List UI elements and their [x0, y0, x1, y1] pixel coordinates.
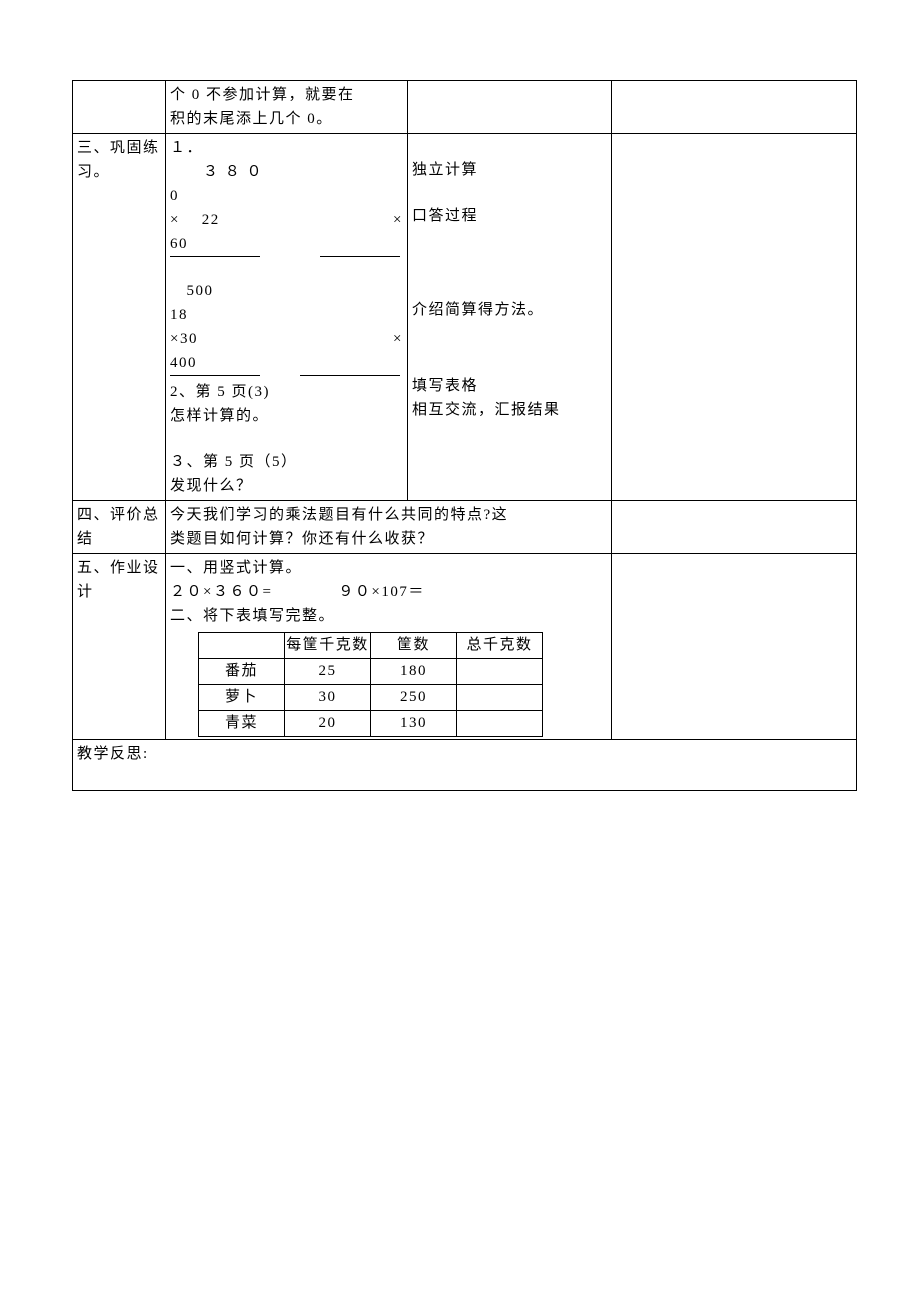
cell-section-label: [73, 81, 166, 134]
rule-icon: [300, 375, 400, 376]
table-head-row: 每筐千克数 筐数 总千克数: [199, 633, 543, 659]
table-row: 萝卜 30 250: [199, 685, 543, 711]
th: 筐数: [371, 633, 457, 659]
text-line: ３、第 5 页（5）: [170, 450, 403, 474]
text-line: 2、第 5 页(3): [170, 380, 403, 404]
text-line: １．: [170, 136, 403, 160]
td: 青菜: [199, 711, 285, 737]
td: 25: [285, 659, 371, 685]
text-line: 类题目如何计算？你还有什么收获？: [170, 527, 607, 551]
td: 萝卜: [199, 685, 285, 711]
cell-reflection: 教学反思:: [73, 740, 857, 791]
cell-content: [612, 554, 857, 740]
rule-icon: [320, 256, 400, 257]
table-row: 三、巩固练 习。 １． ３ ８ ０ 0 × 22 × 60: [73, 134, 857, 501]
text-line: 400: [170, 351, 403, 375]
text-line: 四、评价总: [77, 503, 161, 527]
cell-content: 今天我们学习的乘法题目有什么共同的特点?这 类题目如何计算？你还有什么收获？: [166, 501, 612, 554]
text-line: 相互交流，汇报结果: [412, 398, 607, 422]
cell-section-label: 三、巩固练 习。: [73, 134, 166, 501]
text-line: 五、作业设: [77, 556, 161, 580]
table-row: 教学反思:: [73, 740, 857, 791]
text-line: 结: [77, 527, 161, 551]
table-row: 五、作业设 计 一、用竖式计算。 ２０×３６０= ９０×107＝ 二、将下表填写…: [73, 554, 857, 740]
cell-content: [612, 81, 857, 134]
td: 130: [371, 711, 457, 737]
text-line: 18: [170, 303, 403, 327]
text-line: 发现什么？: [170, 474, 403, 498]
text-line: ×30: [170, 327, 305, 351]
text-line: 习。: [77, 160, 161, 184]
text-line: 一、用竖式计算。: [170, 556, 607, 580]
text-line: 60: [170, 232, 403, 256]
td: 番茄: [199, 659, 285, 685]
cell-content: [612, 134, 857, 501]
text-line: 积的末尾添上几个 0。: [170, 107, 403, 131]
text-line: 0: [170, 184, 403, 208]
td: 20: [285, 711, 371, 737]
th: [199, 633, 285, 659]
text-line: 今天我们学习的乘法题目有什么共同的特点?这: [170, 503, 607, 527]
cell-section-label: 四、评价总 结: [73, 501, 166, 554]
text-line: 三、巩固练: [77, 136, 161, 160]
table-row: 四、评价总 结 今天我们学习的乘法题目有什么共同的特点?这 类题目如何计算？你还…: [73, 501, 857, 554]
text-line: 个 0 不参加计算，就要在: [170, 83, 403, 107]
th: 总千克数: [457, 633, 543, 659]
homework-table: 每筐千克数 筐数 总千克数 番茄 25 180 萝卜: [198, 632, 543, 737]
text-line: 口答过程: [412, 204, 607, 228]
cell-content: 独立计算 口答过程 介绍简算得方法。 填写表格 相互交流，汇报结果: [408, 134, 612, 501]
rule-line: [170, 375, 403, 376]
td: [457, 711, 543, 737]
text-line: 教学反思:: [77, 746, 149, 762]
td: 180: [371, 659, 457, 685]
td: 30: [285, 685, 371, 711]
text-line: ×: [305, 327, 403, 351]
cell-content: 个 0 不参加计算，就要在 积的末尾添上几个 0。: [166, 81, 408, 134]
td: [457, 659, 543, 685]
table-row: 青菜 20 130: [199, 711, 543, 737]
rule-line: [170, 256, 403, 257]
text-line: 500: [170, 279, 403, 303]
cell-section-label: 五、作业设 计: [73, 554, 166, 740]
mult-line: × 22 ×: [170, 208, 403, 232]
table-row: 个 0 不参加计算，就要在 积的末尾添上几个 0。: [73, 81, 857, 134]
text-line: 二、将下表填写完整。: [170, 604, 607, 628]
td: [457, 685, 543, 711]
cell-content: １． ３ ８ ０ 0 × 22 × 60 500 18: [166, 134, 408, 501]
text-line: ３ ８ ０: [170, 160, 403, 184]
text-line: 怎样计算的。: [170, 404, 403, 428]
rule-icon: [170, 256, 260, 257]
text-line: 独立计算: [412, 158, 607, 182]
cell-content: [408, 81, 612, 134]
th: 每筐千克数: [285, 633, 371, 659]
page: 个 0 不参加计算，就要在 积的末尾添上几个 0。 三、巩固练 习。 １． ３ …: [0, 0, 920, 1302]
lesson-plan-table: 个 0 不参加计算，就要在 积的末尾添上几个 0。 三、巩固练 习。 １． ３ …: [72, 80, 857, 791]
mult-line: ×30 ×: [170, 327, 403, 351]
text-line: 介绍简算得方法。: [412, 298, 607, 322]
text-line: 计: [77, 580, 161, 604]
text-line: ×: [305, 208, 403, 232]
rule-icon: [170, 375, 260, 376]
table-row: 番茄 25 180: [199, 659, 543, 685]
cell-content: 一、用竖式计算。 ２０×３６０= ９０×107＝ 二、将下表填写完整。 每筐千克…: [166, 554, 612, 740]
text-line: × 22: [170, 208, 305, 232]
text-line: 填写表格: [412, 374, 607, 398]
text-line: ２０×３６０= ９０×107＝: [170, 580, 607, 604]
cell-content: [612, 501, 857, 554]
td: 250: [371, 685, 457, 711]
